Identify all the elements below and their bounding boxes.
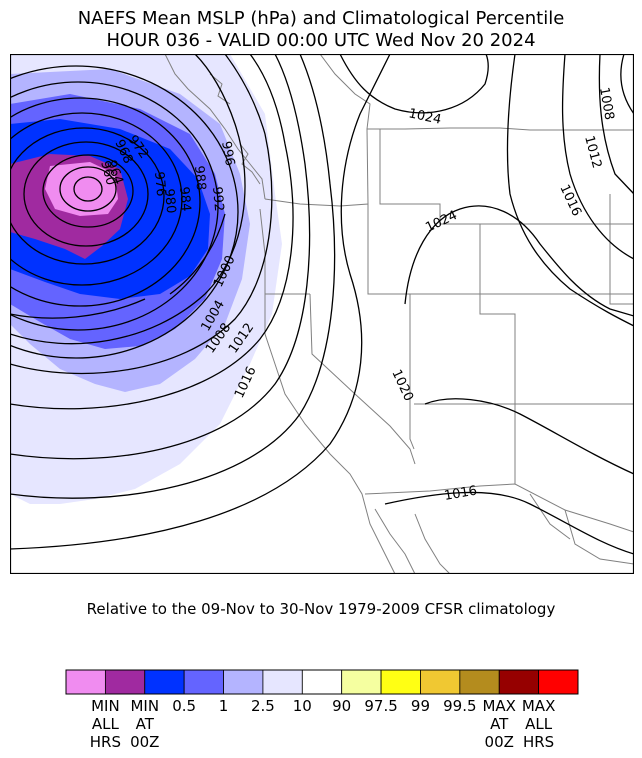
colorbar-label: 99.5 — [443, 697, 477, 715]
isobars — [10, 54, 634, 555]
contour-label: 980 — [161, 188, 178, 214]
boundaries — [164, 54, 634, 574]
colorbar-label: 1 — [218, 697, 229, 715]
colorbar-swatch — [459, 669, 500, 695]
colorbar-swatch — [538, 669, 579, 695]
colorbar-frame — [65, 669, 579, 695]
colorbar-swatch — [183, 669, 224, 695]
climatology-note: Relative to the 09-Nov to 30-Nov 1979-20… — [86, 600, 556, 618]
colorbar-swatch — [341, 669, 382, 695]
colorbar-label: 97.5 — [364, 697, 398, 715]
colorbar-label: MIN AT 00Z — [130, 697, 160, 751]
colorbar-swatch — [262, 669, 303, 695]
colorbar — [65, 669, 579, 695]
contour-label: 1016 — [443, 483, 478, 504]
contour-label: 1024 — [407, 106, 442, 128]
colorbar-label: 2.5 — [250, 697, 275, 715]
colorbar-swatch — [144, 669, 185, 695]
colorbar-label: 0.5 — [172, 697, 197, 715]
colorbar-label: MIN ALL HRS — [89, 697, 121, 751]
colorbar-label: 90 — [332, 697, 352, 715]
map-title-line1: NAEFS Mean MSLP (hPa) and Climatological… — [77, 8, 565, 29]
map-frame — [10, 54, 634, 574]
colorbar-swatch — [104, 669, 146, 695]
contour-label: 996 — [218, 140, 237, 167]
contour-label: 1008 — [596, 86, 617, 121]
map-panel: 1024 1024 1008 1012 1016 996 992 988 984… — [10, 54, 634, 574]
contour-label: 992 — [209, 186, 226, 212]
colorbar-swatch — [223, 669, 264, 695]
colorbar-label: MAX ALL HRS — [521, 697, 556, 751]
colorbar-swatch — [420, 669, 461, 695]
contour-label: 976 — [151, 171, 168, 197]
colorbar-label: MAX AT 00Z — [482, 697, 516, 751]
map-title-line2: HOUR 036 - VALID 00:00 UTC Wed Nov 20 20… — [106, 30, 536, 51]
colorbar-swatch — [380, 669, 421, 695]
colorbar-swatch — [498, 669, 540, 695]
colorbar-label: 10 — [292, 697, 312, 715]
contour-label: 984 — [176, 186, 193, 212]
contour-label: 988 — [191, 165, 208, 191]
colorbar-swatch — [301, 669, 343, 695]
colorbar-swatch — [65, 669, 106, 695]
colorbar-label: 99 — [410, 697, 430, 715]
contour-label: 960 — [97, 159, 118, 187]
shade-min-all-hrs — [45, 162, 118, 216]
